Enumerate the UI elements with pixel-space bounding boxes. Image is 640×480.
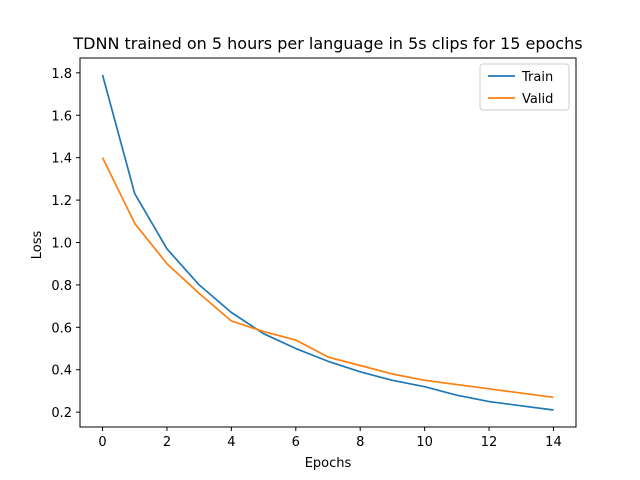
y-axis: 0.2 0.4 0.6 0.8 1.0 1.2 1.4 1.6 1.8 <box>51 67 80 421</box>
x-tick-label: 10 <box>416 435 433 450</box>
x-tick-label: 6 <box>292 435 300 450</box>
y-tick-label: 0.2 <box>51 406 72 421</box>
x-axis-label: Epochs <box>305 456 352 471</box>
y-tick-label: 0.8 <box>51 279 72 294</box>
legend-label-valid: Valid <box>522 92 553 107</box>
plot-frame <box>79 57 577 428</box>
y-axis-label: Loss <box>30 231 45 260</box>
series-layer <box>101 74 554 411</box>
x-tick-label: 12 <box>481 435 498 450</box>
x-tick-label: 2 <box>163 435 171 450</box>
y-tick-label: 1.8 <box>51 67 72 82</box>
y-tick-label: 0.6 <box>51 321 72 336</box>
series-line-valid <box>101 157 554 399</box>
y-tick-label: 1.2 <box>51 194 72 209</box>
x-tick-label: 4 <box>227 435 235 450</box>
chart-title: TDNN trained on 5 hours per language in … <box>72 34 582 53</box>
y-tick-label: 1.4 <box>51 152 72 167</box>
x-tick-label: 0 <box>98 435 106 450</box>
x-axis: 0 2 4 6 8 10 12 14 <box>98 427 562 450</box>
x-tick-label: 8 <box>356 435 364 450</box>
legend: Train Valid <box>479 63 570 111</box>
plot-area <box>79 57 577 428</box>
legend-label-train: Train <box>521 70 553 85</box>
y-tick-label: 0.4 <box>51 364 72 379</box>
x-tick-label: 14 <box>545 435 562 450</box>
y-tick-label: 1.6 <box>51 109 72 124</box>
y-tick-label: 1.0 <box>51 237 72 252</box>
series-line-train <box>101 74 554 411</box>
